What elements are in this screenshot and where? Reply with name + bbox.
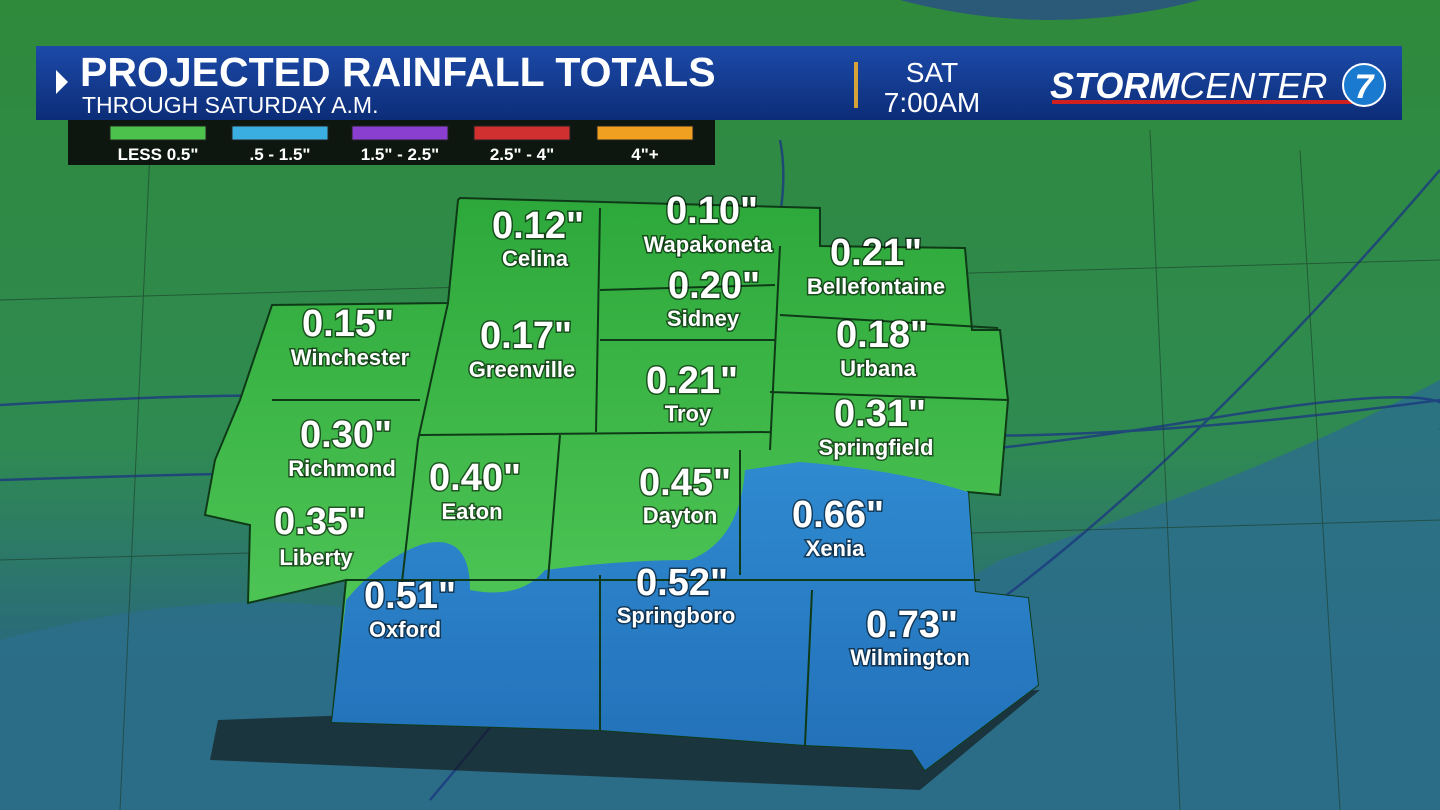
- rain-amount: 0.21": [830, 232, 922, 274]
- rain-amount: 0.73": [866, 604, 958, 646]
- city-name: Springfield: [819, 435, 934, 460]
- rain-amount: 0.51": [364, 575, 456, 617]
- legend-swatch: [231, 125, 329, 141]
- rain-amount: 0.21": [646, 360, 738, 402]
- city-name: Wapakoneta: [644, 232, 774, 257]
- city-name: Bellefontaine: [807, 274, 945, 299]
- rain-amount: 0.66": [792, 494, 884, 536]
- city-name: Sidney: [667, 306, 740, 331]
- title: PROJECTED RAINFALL TOTALS: [80, 49, 716, 95]
- legend: LESS 0.5" .5 - 1.5" 1.5" - 2.5" 2.5" - 4" 4"…: [109, 125, 694, 164]
- city-name: Wilmington: [850, 645, 970, 670]
- city-name: Greenville: [469, 357, 575, 382]
- city-name: Liberty: [279, 545, 353, 570]
- county-borders: [272, 207, 1009, 746]
- rain-amount: 0.45": [639, 462, 731, 504]
- lake: [900, 0, 1200, 20]
- city-name: Celina: [502, 246, 569, 271]
- logo-underline: [1052, 100, 1352, 104]
- city-name: Richmond: [288, 456, 396, 481]
- city-name: Eaton: [441, 499, 502, 524]
- rain-amount: 0.10": [666, 190, 758, 232]
- legend-label: 1.5" - 2.5": [361, 145, 440, 164]
- rain-amount: 0.12": [492, 205, 584, 247]
- rain-amount: 0.52": [636, 562, 728, 604]
- rain-amount: 0.40": [429, 457, 521, 499]
- city-name: Oxford: [369, 617, 441, 642]
- rain-amount: 0.18": [836, 314, 928, 356]
- rain-amount: 0.30": [300, 414, 392, 456]
- logo-badge: [1342, 63, 1386, 107]
- legend-label: 4"+: [631, 145, 659, 164]
- logo-badge-text: 7: [1355, 68, 1376, 106]
- header-bar: [36, 46, 1402, 120]
- divider: [854, 62, 858, 108]
- city-name: Troy: [665, 401, 712, 426]
- city-name: Winchester: [291, 345, 410, 370]
- legend-swatch: [473, 125, 571, 141]
- legend-label: 2.5" - 4": [490, 145, 554, 164]
- legend-label: LESS 0.5": [118, 145, 199, 164]
- rain-amount: 0.17": [480, 315, 572, 357]
- logo-center: CENTER: [1179, 65, 1327, 106]
- city-name: Dayton: [643, 503, 718, 528]
- legend-swatch: [351, 125, 449, 141]
- city-name: Urbana: [840, 356, 917, 381]
- city-name: Xenia: [806, 536, 865, 561]
- rain-amount: 0.15": [302, 303, 394, 345]
- legend-swatch: [596, 125, 694, 141]
- blue-counties: [332, 462, 1038, 770]
- logo: STORMCENTER: [1050, 65, 1327, 106]
- city-name: Springboro: [617, 603, 736, 628]
- day: SAT: [906, 57, 958, 88]
- rain-amount: 0.35": [274, 501, 366, 543]
- rain-amount: 0.31": [834, 393, 926, 435]
- rain-amount: 0.20": [668, 265, 760, 307]
- logo-storm: STORM: [1050, 65, 1180, 106]
- header-arrow: [56, 70, 68, 94]
- legend-swatch: [109, 125, 207, 141]
- subtitle: THROUGH SATURDAY A.M.: [82, 92, 378, 118]
- time: 7:00AM: [884, 87, 981, 118]
- legend-label: .5 - 1.5": [250, 145, 311, 164]
